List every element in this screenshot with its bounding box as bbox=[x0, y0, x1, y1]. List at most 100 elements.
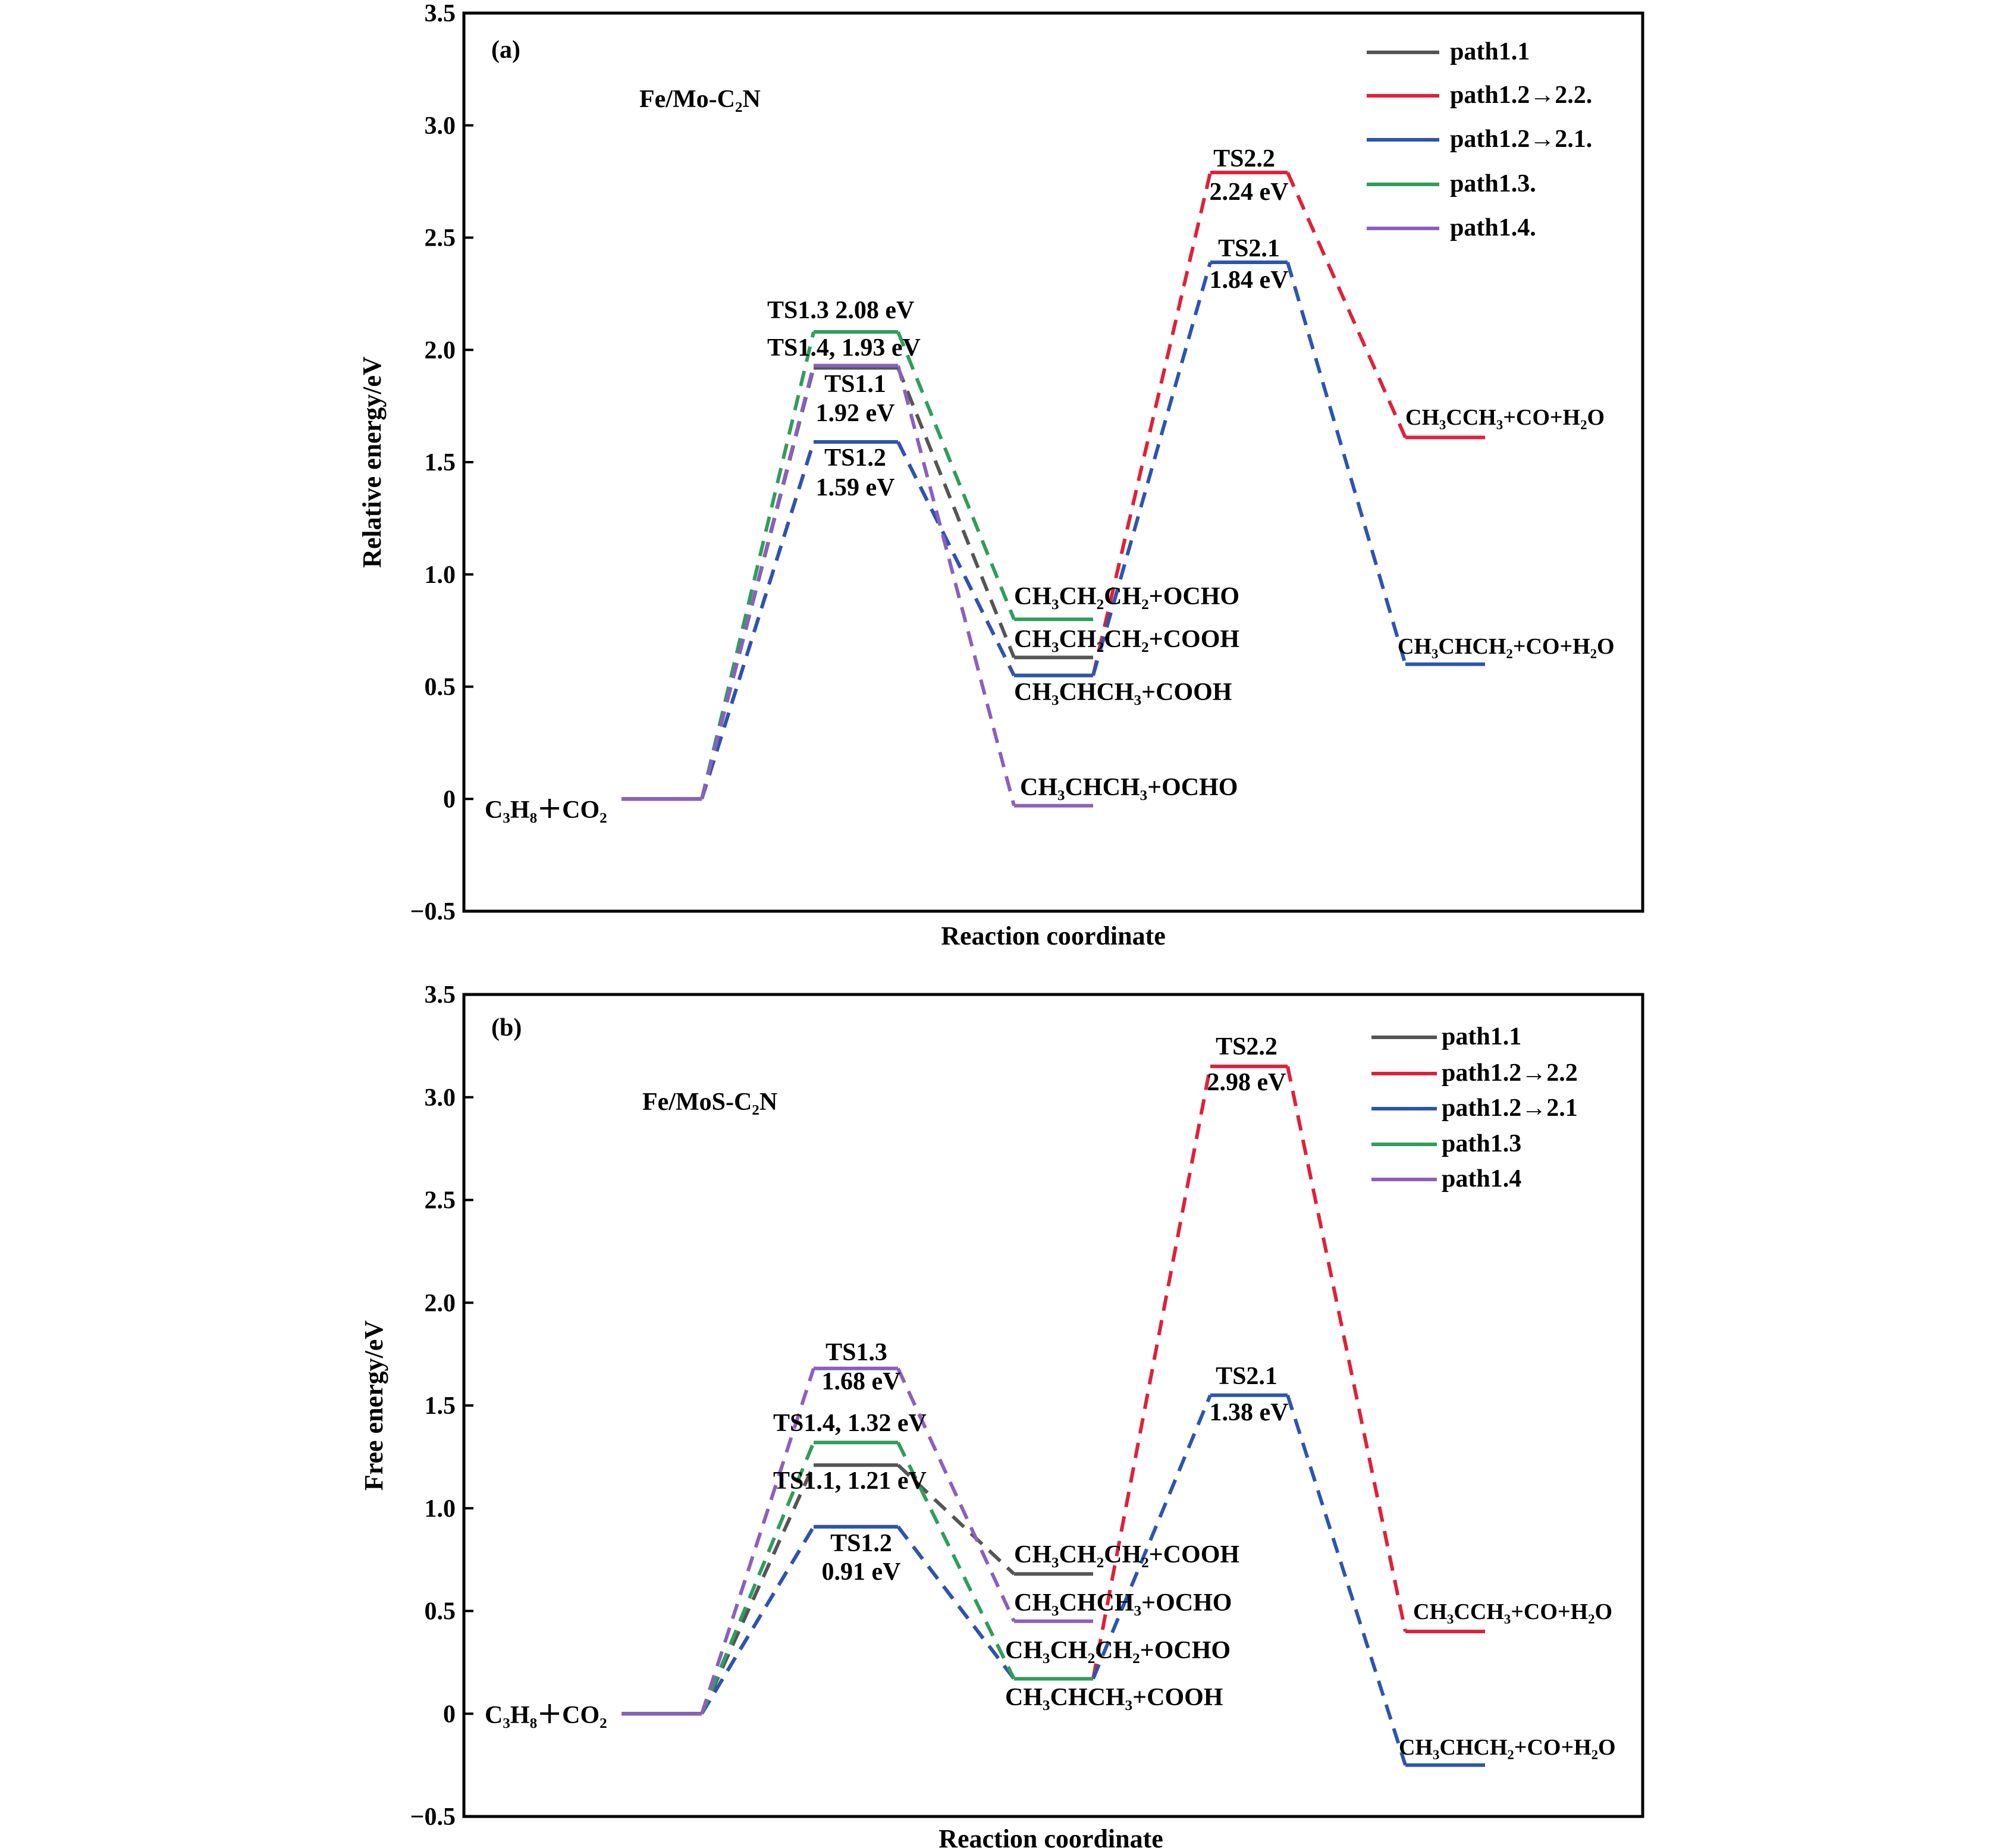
panel-a-y-tick-label: −0.5 bbox=[410, 898, 456, 925]
panel-a-legend: path1.1 path1.2→2.2. path1.2→2.1. path1.… bbox=[1367, 38, 1592, 241]
panel-b-reactant-label: C₃H₈＋CO₂ bbox=[485, 1702, 607, 1729]
panel-b-ts1-2-value: 0.91 eV bbox=[822, 1558, 901, 1586]
panel-a-tag: (a) bbox=[491, 36, 520, 64]
panel-a-connector-path1-2-2-2 bbox=[1091, 172, 1212, 676]
panel-b-ts1-3-name: TS1.3 bbox=[825, 1339, 887, 1366]
panel-a-y-tick-label: 3.5 bbox=[425, 0, 456, 27]
panel-b-system-label: Fe/MoS-C₂N bbox=[642, 1088, 777, 1116]
panel-a-ts1-3-label: TS1.3 2.08 eV bbox=[767, 297, 914, 324]
panel-a-y-tick-label: 2.0 bbox=[425, 337, 456, 364]
panel-b-connector-path1-4 bbox=[700, 1367, 815, 1715]
panel-b-intermediate-label-2: CH₃CHCH₃+OCHO bbox=[1014, 1589, 1232, 1617]
panel-b-legend-path1-4: path1.4 bbox=[1442, 1165, 1521, 1193]
panel-b-legend-path1-1: path1.1 bbox=[1442, 1023, 1521, 1050]
panel-b-connector-path1-1 bbox=[896, 1464, 1016, 1576]
panel-a-intermediate-label-3: CH₃CHCH₃+COOH bbox=[1014, 679, 1232, 706]
panel-a: −0.5 0 0.5 1.0 1.5 2.0 2.5 3.0 3.5 (a) Fe/Mo-C₂N… bbox=[357, 0, 1644, 950]
panel-b-y-tick-label: −0.5 bbox=[410, 1803, 456, 1831]
panel-b-paths bbox=[622, 1064, 1485, 1767]
panel-b-y-axis-title: Free energy/eV bbox=[359, 1320, 388, 1491]
panel-a-connector-path1-2-2-2 bbox=[1286, 171, 1407, 438]
panel-b-y-tick-label: 1.5 bbox=[425, 1392, 456, 1420]
panel-b-connector-path1-2-2-1 bbox=[896, 1526, 1016, 1680]
panel-a-connector-path1-2-2-1 bbox=[700, 441, 815, 800]
panel-a-y-ticks: −0.5 0 0.5 1.0 1.5 2.0 2.5 3.0 3.5 bbox=[410, 0, 473, 925]
panel-b-intermediate-label-1: CH₃CH₂CH₂+COOH bbox=[1014, 1541, 1239, 1568]
panel-a-ts2-2-value: 2.24 eV bbox=[1210, 178, 1289, 206]
panel-a-ts1-1-name: TS1.1 bbox=[824, 371, 886, 398]
panel-b-legend-path1-3: path1.3 bbox=[1442, 1130, 1521, 1157]
panel-b-ts1-2-name: TS1.2 bbox=[830, 1530, 892, 1557]
panel-b: −0.5 0 0.5 1.0 1.5 2.0 2.5 3.0 3.5 (b) Fe/MoS-C₂… bbox=[359, 981, 1644, 1848]
panel-b-connector-path1-2-2-2 bbox=[1091, 1066, 1212, 1680]
panel-b-product-label-red: CH₃CCH₃+CO+H₂O bbox=[1413, 1599, 1612, 1624]
panel-b-y-tick-label: 3.0 bbox=[425, 1084, 456, 1112]
panel-b-y-tick-label: 0.5 bbox=[425, 1598, 456, 1626]
panel-a-legend-path1-2-2-1: path1.2→2.1. bbox=[1450, 125, 1592, 153]
panel-a-reactant-label: C₃H₈＋CO₂ bbox=[485, 796, 607, 824]
panel-b-connector-path1-4 bbox=[896, 1367, 1016, 1623]
panel-a-y-tick-label: 2.5 bbox=[425, 225, 456, 252]
panel-a-y-tick-label: 0 bbox=[443, 786, 456, 813]
panel-a-connector-path1-4 bbox=[896, 365, 1016, 807]
panel-a-intermediate-label-1: CH₃CH₂CH₂+OCHO bbox=[1014, 583, 1239, 610]
panel-a-intermediate-label-2: CH₃CH₂CH₂+COOH bbox=[1014, 626, 1239, 653]
panel-a-legend-path1-1: path1.1 bbox=[1450, 38, 1530, 65]
panel-a-intermediate-label-4: CH₃CHCH₃+OCHO bbox=[1020, 774, 1238, 801]
panel-b-y-tick-label: 3.5 bbox=[425, 981, 456, 1009]
panel-a-ts1-2-value: 1.59 eV bbox=[816, 474, 895, 501]
panel-b-ts2-1-value: 1.38 eV bbox=[1210, 1399, 1289, 1426]
panel-b-y-ticks: −0.5 0 0.5 1.0 1.5 2.0 2.5 3.0 3.5 bbox=[410, 981, 473, 1831]
panel-b-product-label-blue: CH₃CHCH₂+CO+H₂O bbox=[1399, 1735, 1616, 1760]
panel-b-legend: path1.1 path1.2→2.2 path1.2→2.1 path1.3 … bbox=[1371, 1023, 1578, 1193]
panel-a-product-label-red: CH₃CCH₃+CO+H₂O bbox=[1405, 405, 1605, 430]
panel-a-y-tick-label: 0.5 bbox=[425, 674, 456, 701]
panel-a-y-axis-title: Relative energy/eV bbox=[357, 356, 387, 568]
panel-b-ts2-2-value: 2.98 eV bbox=[1207, 1069, 1286, 1096]
panel-b-connector-path1-2-2-1 bbox=[1286, 1394, 1407, 1766]
panel-a-connector-path1-2-2-1 bbox=[896, 441, 1016, 676]
panel-a-connector-path1-2-2-1 bbox=[1286, 262, 1407, 665]
panel-a-x-axis-title: Reaction coordinate bbox=[941, 921, 1166, 950]
panel-b-connector-path1-2-2-2 bbox=[1286, 1066, 1407, 1632]
panel-b-connector-path1-1 bbox=[700, 1464, 815, 1715]
panel-b-ts2-2-name: TS2.2 bbox=[1216, 1033, 1278, 1061]
panel-a-paths bbox=[622, 171, 1485, 808]
panel-a-legend-path1-2-2-2: path1.2→2.2. bbox=[1450, 81, 1592, 109]
panel-a-connector-path1-4 bbox=[700, 365, 815, 799]
panel-b-y-tick-label: 2.0 bbox=[425, 1289, 456, 1317]
panel-a-product-label-blue: CH₃CHCH₂+CO+H₂O bbox=[1398, 634, 1615, 659]
panel-b-x-axis-title: Reaction coordinate bbox=[938, 1824, 1163, 1848]
panel-b-intermediate-label-4: CH₃CHCH₃+COOH bbox=[1005, 1684, 1223, 1711]
panel-b-tag: (b) bbox=[491, 1014, 522, 1041]
panel-b-ts1-4-label: TS1.4, 1.32 eV bbox=[773, 1410, 927, 1437]
panel-a-ts1-1-value: 1.92 eV bbox=[816, 400, 895, 427]
panel-b-connector-path1-2-2-1 bbox=[700, 1526, 815, 1715]
panel-b-ts1-1-label: TS1.1, 1.21 eV bbox=[773, 1467, 927, 1495]
panel-b-ts2-1-name: TS2.1 bbox=[1216, 1363, 1278, 1390]
panel-b-intermediate-label-3: CH₃CH₂CH₂+OCHO bbox=[1005, 1637, 1231, 1664]
panel-a-ts2-2-name: TS2.2 bbox=[1213, 145, 1275, 172]
panel-b-connector-path1-3 bbox=[896, 1441, 1016, 1680]
panel-a-ts2-1-name: TS2.1 bbox=[1218, 235, 1280, 262]
panel-b-legend-path1-2-2-1: path1.2→2.1 bbox=[1442, 1094, 1578, 1122]
panel-a-connector-path1-2-2-1 bbox=[1091, 262, 1212, 676]
panel-a-connector-path1-1 bbox=[896, 367, 1016, 658]
panel-b-y-tick-label: 0 bbox=[443, 1700, 456, 1728]
panel-b-y-tick-label: 1.0 bbox=[425, 1495, 456, 1523]
panel-a-y-tick-label: 1.5 bbox=[425, 449, 456, 476]
panel-b-ts1-3-value: 1.68 eV bbox=[822, 1368, 901, 1395]
panel-b-legend-path1-2-2-2: path1.2→2.2 bbox=[1442, 1059, 1578, 1087]
panel-a-y-tick-label: 3.0 bbox=[425, 112, 456, 140]
panel-a-ts1-2-name: TS1.2 bbox=[824, 444, 886, 472]
panel-a-legend-path1-3: path1.3. bbox=[1450, 170, 1536, 197]
panel-a-y-tick-label: 1.0 bbox=[425, 561, 456, 589]
panel-a-connector-path1-3 bbox=[896, 331, 1016, 620]
panel-a-legend-path1-4: path1.4. bbox=[1450, 214, 1536, 241]
panel-b-connector-path1-2-2-1 bbox=[1091, 1394, 1212, 1680]
panel-b-y-tick-label: 2.5 bbox=[425, 1187, 456, 1215]
panel-a-connector-path1-3 bbox=[700, 331, 815, 799]
panel-a-system-label: Fe/Mo-C₂N bbox=[639, 86, 761, 113]
panel-a-ts1-4-label: TS1.4, 1.93 eV bbox=[767, 334, 921, 362]
